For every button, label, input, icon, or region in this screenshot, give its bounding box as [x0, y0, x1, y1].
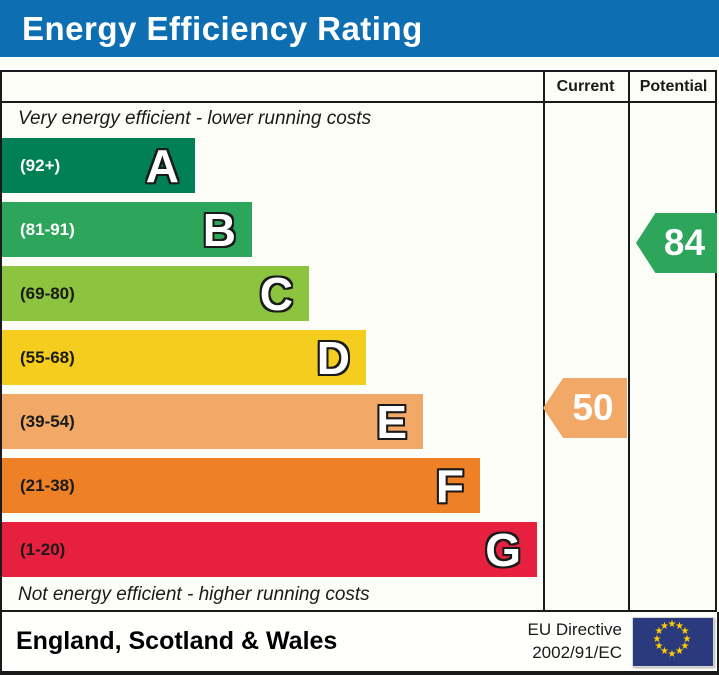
band-b-range: (81-91) — [20, 219, 75, 239]
band-f: (21-38) F — [2, 458, 480, 513]
footer-bar: England, Scotland & Wales EU Directive 2… — [0, 612, 719, 675]
band-a: (92+) A — [2, 138, 195, 193]
column-divider-potential — [628, 72, 630, 610]
eu-flag-star: ★ — [654, 626, 664, 637]
band-c-range: (69-80) — [20, 283, 75, 303]
band-a-letter: A — [145, 139, 179, 192]
band-e: (39-54) E — [2, 394, 423, 449]
current-rating-arrow: 50 — [543, 378, 627, 438]
band-f-range: (21-38) — [20, 475, 75, 495]
eu-directive-line2: 2002/91/EC — [532, 642, 622, 662]
band-g-range: (1-20) — [20, 539, 66, 559]
region-label: England, Scotland & Wales — [16, 627, 338, 655]
band-g: (1-20) G — [2, 522, 537, 577]
eu-flag-star: ★ — [660, 646, 669, 658]
column-header-potential: Potential — [639, 77, 708, 95]
band-d-range: (55-68) — [20, 347, 75, 367]
top-note: Very energy efficient - lower running co… — [18, 108, 372, 129]
eu-flag-star: ★ — [652, 633, 662, 645]
band-c: (69-80) C — [2, 266, 309, 321]
table-header-row: Current Potential — [2, 72, 715, 103]
rating-table: Current Potential Very energy efficient … — [0, 70, 717, 612]
eu-flag-star: ★ — [654, 641, 664, 652]
eu-flag-star: ★ — [675, 620, 684, 632]
eu-flag-star: ★ — [667, 618, 677, 630]
column-header-current: Current — [556, 77, 615, 95]
band-b: (81-91) B — [2, 202, 252, 257]
band-a-range: (92+) — [20, 155, 61, 175]
rating-bands: (92+) A (81-91) B (69-80) C (55-68) D (3… — [2, 138, 537, 586]
band-e-letter: E — [376, 395, 407, 448]
eu-flag-star: ★ — [682, 633, 692, 645]
potential-rating-arrow: 84 — [636, 213, 717, 273]
band-g-letter: G — [485, 523, 521, 576]
band-f-letter: F — [435, 459, 464, 512]
title-bar: Energy Efficiency Rating — [0, 0, 719, 57]
band-b-letter: B — [202, 203, 236, 256]
eu-flag-star: ★ — [660, 620, 669, 632]
eu-flag-star: ★ — [675, 646, 684, 658]
bottom-note: Not energy efficient - higher running co… — [18, 584, 370, 605]
band-c-letter: C — [259, 267, 293, 320]
band-d: (55-68) D — [2, 330, 366, 385]
page-title: Energy Efficiency Rating — [22, 9, 423, 47]
eu-flag-icon: ★ ★ ★ ★ ★ ★ ★ ★ ★ ★ ★ ★ — [632, 616, 714, 667]
current-rating-value: 50 — [572, 387, 614, 428]
potential-rating-value: 84 — [663, 222, 706, 263]
eu-flag-star: ★ — [680, 626, 690, 637]
eu-directive-label: EU Directive 2002/91/EC — [528, 619, 622, 663]
eu-flag-star: ★ — [667, 648, 677, 660]
eu-flag-star: ★ — [680, 641, 690, 652]
eu-directive-line1: EU Directive — [527, 620, 622, 640]
band-e-range: (39-54) — [20, 411, 75, 431]
band-d-letter: D — [316, 331, 350, 384]
column-divider-current — [543, 72, 545, 610]
